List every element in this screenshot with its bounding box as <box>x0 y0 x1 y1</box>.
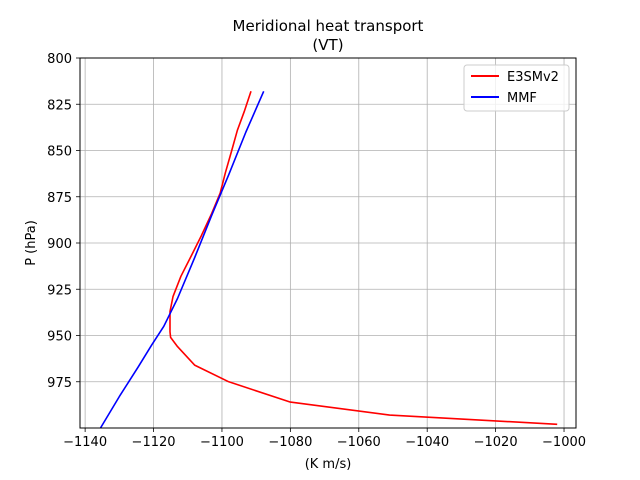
y-tick-label: 825 <box>47 98 72 113</box>
y-axis-ticks: 800 825 850 875 900 925 950 975 <box>47 52 80 391</box>
x-axis-label: (K m/s) <box>305 457 352 472</box>
x-tick-label: −1040 <box>405 435 449 450</box>
x-tick-label: −1120 <box>132 435 176 450</box>
x-tick-label: −1000 <box>542 435 586 450</box>
x-tick-label: −1060 <box>337 435 381 450</box>
y-tick-label: 950 <box>47 330 72 345</box>
y-tick-label: 850 <box>47 145 72 160</box>
x-axis-ticks: −1140 −1120 −1100 −1080 −1060 −1040 −1020 −1000 <box>63 428 586 450</box>
x-tick-label: −1100 <box>200 435 244 450</box>
y-tick-label: 875 <box>47 191 72 206</box>
x-tick-label: −1140 <box>63 435 107 450</box>
x-tick-label: −1080 <box>268 435 312 450</box>
chart-subtitle: (VT) <box>312 36 343 54</box>
y-axis-label: P (hPa) <box>24 220 39 266</box>
legend-label-mmf: MMF <box>507 91 537 106</box>
chart-title: Meridional heat transport <box>233 17 424 35</box>
series-layer <box>99 90 558 429</box>
y-tick-label: 925 <box>47 283 72 298</box>
y-tick-label: 900 <box>47 237 72 252</box>
x-tick-label: −1020 <box>474 435 518 450</box>
series-line-mmf <box>99 90 265 429</box>
y-tick-label: 800 <box>47 52 72 67</box>
y-tick-label: 975 <box>47 376 72 391</box>
series-line-e3smv2 <box>169 91 558 426</box>
legend: E3SMv2 MMF <box>463 64 570 112</box>
legend-label-e3smv2: E3SMv2 <box>507 70 559 85</box>
